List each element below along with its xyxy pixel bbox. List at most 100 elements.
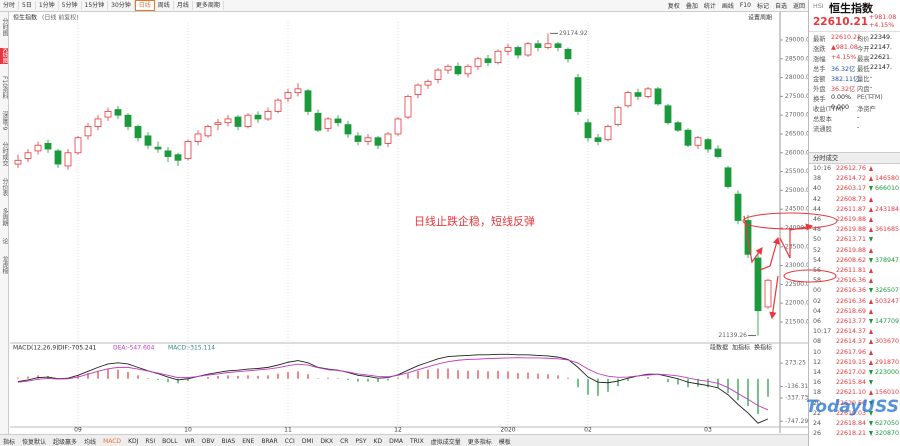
trade-price: 22621.10 [836,389,867,397]
candle-body [424,80,432,86]
candle-body [734,193,742,221]
macd-tool[interactable]: 段数据 [710,344,728,352]
tool-button[interactable]: 复权 [667,3,680,10]
trade-volume: 503247 [875,297,900,305]
period-tab[interactable]: 30分钟 [108,1,135,10]
stat-value: 36.32亿 [831,66,856,73]
indicator-tab[interactable]: BOLL [162,437,178,445]
indicator-tab[interactable]: KD [373,437,383,445]
candle-body [134,126,142,139]
macd-tool[interactable]: 加指标 [732,344,750,352]
trade-arrow [869,217,873,222]
tool-button[interactable]: 自选 [774,3,787,10]
trade-arrow [869,237,873,243]
indicator-tabs: 指标 恢复默认 超级赢多 均线 MACD KDJ RSI BOLL WR OBV BIAS ENE BR… [0,434,808,446]
tool-button[interactable]: 标记 [756,3,769,10]
side-tab[interactable]: 多周期 [1,208,8,227]
side-tab[interactable]: 分价表 [1,178,8,197]
indicator-tab[interactable]: 均线 [84,438,97,446]
indicator-tab[interactable]: CR [340,437,349,445]
trade-arrow [869,268,873,273]
period-tab[interactable]: 日线 [134,0,155,11]
indicator-tab[interactable]: 指标 [3,438,16,446]
period-tab[interactable]: 月线 [174,1,193,10]
indicator-tab[interactable]: 虚拟成交量 [430,438,461,446]
period-tab[interactable]: 更多周期 [193,1,224,10]
trade-time: 24 [813,420,822,427]
candle-body [234,116,242,127]
side-tab[interactable]: 龙虎榜 [1,256,8,275]
candle-body [94,118,102,127]
indicator-tab[interactable]: TRIX [409,437,424,445]
tool-button[interactable]: 叠加 [685,3,698,10]
indicator-tab[interactable]: 更多指标 [467,438,492,446]
macd-tool[interactable]: 换指标 [754,344,772,352]
candle-body [604,126,612,141]
trade-volume: 320870 [875,430,900,438]
side-tab[interactable]: 论 [1,238,8,245]
period-tab[interactable]: 分时 [0,1,20,10]
tool-button[interactable]: 画线 [721,3,734,10]
stat-label: 涨跌 [813,46,826,53]
period-tab[interactable]: 1分钟 [36,1,59,10]
candle-body [684,129,692,146]
candle-body [44,142,52,150]
indicator-tab[interactable]: PSY [355,437,367,445]
y-tick-label: 26000.0 [785,149,808,156]
indicator-tab[interactable]: OBV [201,437,215,445]
trade-arrow [869,288,873,294]
tool-button[interactable]: 返回 [792,3,805,10]
trade-time: 46 [813,216,822,223]
indicator-tab[interactable]: RSI [145,437,156,445]
stat-label: 换手 [813,96,826,103]
period-tab[interactable]: 15分钟 [82,1,109,10]
candle-body [274,99,282,112]
period-tab[interactable]: 5日 [19,1,36,10]
trade-arrow [869,206,873,212]
stat-value: +4.15% [831,54,857,61]
indicator-tab[interactable]: 超级赢多 [53,438,78,446]
indicator-tab[interactable]: CCI [284,437,295,445]
stat-label: 外盘 [813,86,826,93]
indicator-tab[interactable]: DMI [301,437,314,445]
trade-price: 22619.15 [836,358,867,366]
indicator-tab[interactable]: BRAR [261,437,278,445]
trade-arrow [869,400,873,406]
indicator-tab[interactable]: ENE [242,437,255,445]
trade-time: 12 [813,358,822,366]
side-tab[interactable]: K线图 [0,48,8,64]
trade-price: 22614.37 [836,338,867,346]
trade-time: 50 [813,236,822,244]
indicator-tab[interactable]: DMA [389,437,403,445]
indicator-tab[interactable]: DKX [320,437,334,445]
period-tab[interactable]: 周线 [155,1,174,10]
trade-time: 22 [813,409,822,417]
indicator-tab[interactable]: 恢复默认 [22,438,47,446]
indicator-tab[interactable]: MACD [103,437,122,445]
side-tab[interactable]: 分时成交 [1,142,8,167]
tool-button[interactable]: 统计 [703,3,716,10]
indicator-tab[interactable]: KDJ [128,437,139,445]
side-tab[interactable]: 分时图 [1,18,8,36]
tool-button[interactable]: F10 [739,2,751,9]
indicator-tab[interactable]: WR [184,437,195,445]
side-tab[interactable]: 深度F9 [1,111,8,131]
indicator-tab[interactable]: 模板 [498,438,511,446]
stat-value: - [870,84,873,91]
candle-body [364,137,372,142]
settings-button[interactable]: 设置周期 [748,14,772,22]
period-tab[interactable]: 5分钟 [59,1,82,10]
y-tick-label: 24500.0 [785,206,808,213]
candle-body [294,88,302,94]
candle-body [14,159,22,165]
trade-time: 26 [813,430,822,438]
toolbar: 分时 5日 1分钟 5分钟 15分钟 30分钟 日线 周线 月线 更多周期 复权 叠加 统计 画线 F10 标… [0,0,808,12]
indicator-tab[interactable]: BIAS [221,437,236,445]
trade-price: 22620.56 [836,399,867,407]
candle-body [704,139,712,150]
stat-value: - [857,124,860,131]
candle-body [514,47,522,56]
side-tab[interactable]: F10资料 [1,75,8,100]
trade-arrow [869,410,873,416]
trade-time: 00 [813,287,822,295]
